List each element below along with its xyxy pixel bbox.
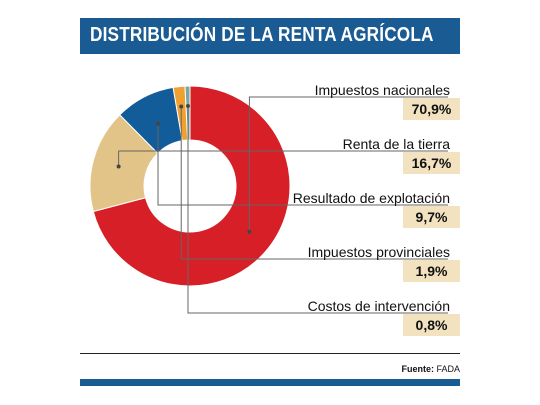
label-impuestos-provinciales: Impuestos provinciales xyxy=(307,244,450,260)
leader-dot-resultado-de-explotacion xyxy=(156,121,161,126)
label-renta-de-la-tierra: Renta de la tierra xyxy=(342,136,450,152)
chart-title: DISTRIBUCIÓN DE LA RENTA AGRÍCOLA xyxy=(90,24,434,46)
value-impuestos-nacionales: 70,9% xyxy=(403,98,460,120)
label-costos-de-intervencion: Costos de intervención xyxy=(307,298,450,314)
source-label: Fuente: xyxy=(401,364,434,374)
label-impuestos-nacionales: Impuestos nacionales xyxy=(314,82,450,98)
leader-line-renta-de-la-tierra xyxy=(118,150,448,167)
leader-line-impuestos-provinciales xyxy=(180,106,448,260)
value-costos-de-intervencion: 0,8% xyxy=(403,314,460,336)
value-renta-de-la-tierra: 16,7% xyxy=(403,152,460,174)
title-banner: DISTRIBUCIÓN DE LA RENTA AGRÍCOLA xyxy=(80,18,460,54)
value-resultado-de-explotacion: 9,7% xyxy=(403,206,460,228)
leader-line-costos-de-intervencion xyxy=(187,106,448,314)
slice-impuestos-nacionales xyxy=(92,85,291,287)
source-value: FADA xyxy=(436,364,460,374)
leader-line-resultado-de-explotacion xyxy=(157,123,448,206)
label-resultado-de-explotacion: Resultado de explotación xyxy=(292,190,450,206)
leader-dot-impuestos-provinciales xyxy=(179,104,184,109)
leader-line-impuestos-nacionales xyxy=(248,96,448,232)
leader-dot-renta-de-la-tierra xyxy=(116,164,121,169)
leader-dot-impuestos-nacionales xyxy=(247,229,252,234)
bottom-band xyxy=(80,379,460,386)
source-note: Fuente: FADA xyxy=(401,364,460,374)
leader-dot-costos-de-intervencion xyxy=(185,104,190,109)
footer-rule xyxy=(80,353,460,354)
value-impuestos-provinciales: 1,9% xyxy=(403,260,460,282)
